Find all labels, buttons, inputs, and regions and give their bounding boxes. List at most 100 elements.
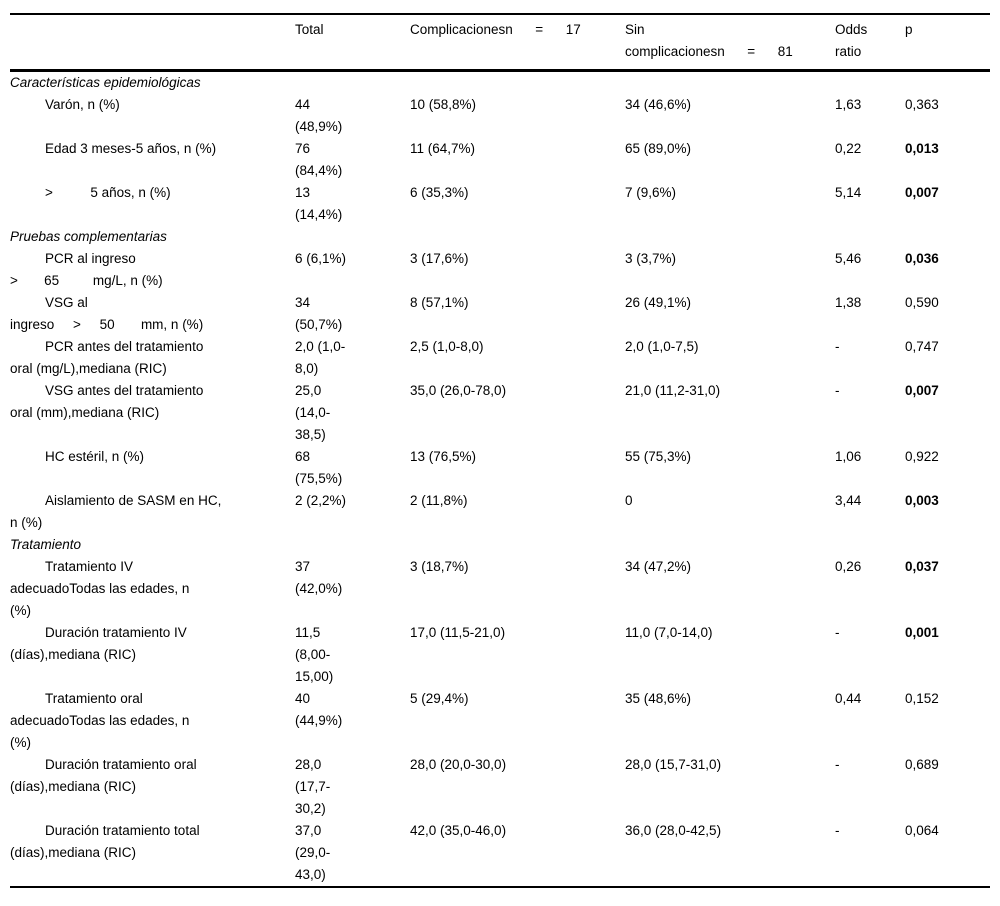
cell-total: 34 (50,7%) [295,295,343,332]
table-row: Duración tratamiento IV (días),mediana (… [10,622,990,688]
cell-complications: 5 (29,4%) [410,691,469,706]
cell-no-complications: 34 (47,2%) [625,559,692,574]
section-title: Pruebas complementarias [10,229,167,244]
cell-no-complications: 34 (46,6%) [625,97,692,112]
header-total: Total [295,14,410,72]
cell-p-value: 0,003 [905,493,939,508]
cell-p-value: 0,922 [905,449,939,464]
table-row: HC estéril, n (%) 68 (75,5%) 13 (76,5%) … [10,446,990,490]
cell-total: 11,5 (8,00- 15,00) [295,625,334,684]
outcomes-comparison-table: Total Complicacionesn = 17 Sin complicac… [10,13,990,888]
cell-complications: 2,5 (1,0-8,0) [410,339,484,354]
cell-odds-ratio: 0,44 [835,691,862,706]
header-complications: Complicacionesn = 17 [410,14,625,72]
table-row: Tratamiento IV adecuadoTodas las edades,… [10,556,990,622]
cell-p-value: 0,007 [905,185,939,200]
cell-no-complications: 3 (3,7%) [625,251,677,266]
cell-no-complications: 2,0 (1,0-7,5) [625,339,699,354]
cell-p-value: 0,037 [905,559,939,574]
cell-odds-ratio: 5,46 [835,251,862,266]
cell-odds-ratio: - [835,339,840,354]
cell-no-complications: 7 (9,6%) [625,185,677,200]
header-spacer [10,14,295,72]
cell-total: 28,0 (17,7- 30,2) [295,757,331,816]
cell-p-value: 0,689 [905,757,939,772]
row-label: Duración tratamiento IV (días),mediana (… [10,625,187,662]
cell-no-complications: 65 (89,0%) [625,141,692,156]
table-row: Aislamiento de SASM en HC, n (%) 2 (2,2%… [10,490,990,534]
cell-odds-ratio: 1,63 [835,97,862,112]
cell-complications: 42,0 (35,0-46,0) [410,823,507,838]
cell-total: 40 (44,9%) [295,691,343,728]
row-label: > 5 años, n (%) [45,185,171,200]
table-row: Varón, n (%) 44 (48,9%) 10 (58,8%) 34 (4… [10,94,990,138]
cell-no-complications: 21,0 (11,2-31,0) [625,383,721,398]
cell-odds-ratio: 5,14 [835,185,862,200]
cell-odds-ratio: 0,26 [835,559,862,574]
row-label: PCR al ingreso > 65 mg/L, n (%) [10,251,163,288]
row-label: Tratamiento IV adecuadoTodas las edades,… [10,559,190,618]
cell-total: 2 (2,2%) [295,493,347,508]
row-label: Duración tratamiento total (días),median… [10,823,200,860]
row-label: Duración tratamiento oral (días),mediana… [10,757,197,794]
cell-total: 6 (6,1%) [295,251,347,266]
cell-total: 37 (42,0%) [295,559,343,596]
cell-total: 44 (48,9%) [295,97,343,134]
cell-complications: 13 (76,5%) [410,449,477,464]
cell-no-complications: 11,0 (7,0-14,0) [625,625,713,640]
cell-total: 25,0 (14,0- 38,5) [295,383,331,442]
cell-no-complications: 36,0 (28,0-42,5) [625,823,722,838]
header-odds-ratio: Odds ratio [835,14,905,72]
row-label: VSG al ingreso > 50 mm, n (%) [10,295,204,332]
cell-odds-ratio: 0,22 [835,141,862,156]
cell-total: 13 (14,4%) [295,185,343,222]
row-label: Edad 3 meses-5 años, n (%) [45,141,217,156]
cell-complications: 35,0 (26,0-78,0) [410,383,507,398]
cell-p-value: 0,152 [905,691,939,706]
section-row-tests: Pruebas complementarias [10,226,990,248]
cell-p-value: 0,001 [905,625,939,640]
cell-p-value: 0,747 [905,339,939,354]
cell-p-value: 0,007 [905,383,939,398]
header-p-value: p [905,14,990,72]
cell-complications: 28,0 (20,0-30,0) [410,757,507,772]
cell-total: 68 (75,5%) [295,449,343,486]
section-row-epidemiology: Características epidemiológicas [10,71,990,95]
cell-total: 37,0 (29,0- 43,0) [295,823,331,882]
cell-odds-ratio: 3,44 [835,493,862,508]
section-row-treatment: Tratamiento [10,534,990,556]
header-row: Total Complicacionesn = 17 Sin complicac… [10,14,990,72]
table-row: PCR al ingreso > 65 mg/L, n (%) 6 (6,1%)… [10,248,990,292]
row-label: Tratamiento oral adecuadoTodas las edade… [10,691,190,750]
section-title: Tratamiento [10,537,82,552]
table-row: Duración tratamiento oral (días),mediana… [10,754,990,820]
cell-no-complications: 26 (49,1%) [625,295,692,310]
table-row: Edad 3 meses-5 años, n (%) 76 (84,4%) 11… [10,138,990,182]
table-row: Tratamiento oral adecuadoTodas las edade… [10,688,990,754]
cell-no-complications: 0 [625,493,633,508]
cell-odds-ratio: 1,38 [835,295,862,310]
cell-odds-ratio: 1,06 [835,449,862,464]
cell-no-complications: 55 (75,3%) [625,449,692,464]
cell-odds-ratio: - [835,625,840,640]
row-label: PCR antes del tratamiento oral (mg/L),me… [10,339,204,376]
section-title: Características epidemiológicas [10,75,201,90]
table-row: > 5 años, n (%) 13 (14,4%) 6 (35,3%) 7 (… [10,182,990,226]
cell-complications: 3 (18,7%) [410,559,469,574]
cell-p-value: 0,064 [905,823,939,838]
cell-p-value: 0,363 [905,97,939,112]
cell-complications: 2 (11,8%) [410,493,468,508]
cell-complications: 8 (57,1%) [410,295,469,310]
cell-complications: 17,0 (11,5-21,0) [410,625,506,640]
table-row: PCR antes del tratamiento oral (mg/L),me… [10,336,990,380]
cell-odds-ratio: - [835,383,840,398]
cell-odds-ratio: - [835,757,840,772]
table-row: VSG al ingreso > 50 mm, n (%) 34 (50,7%)… [10,292,990,336]
row-label: HC estéril, n (%) [45,449,145,464]
row-label: VSG antes del tratamiento oral (mm),medi… [10,383,204,420]
cell-complications: 3 (17,6%) [410,251,469,266]
table-row: VSG antes del tratamiento oral (mm),medi… [10,380,990,446]
cell-complications: 11 (64,7%) [410,141,476,156]
cell-total: 76 (84,4%) [295,141,343,178]
